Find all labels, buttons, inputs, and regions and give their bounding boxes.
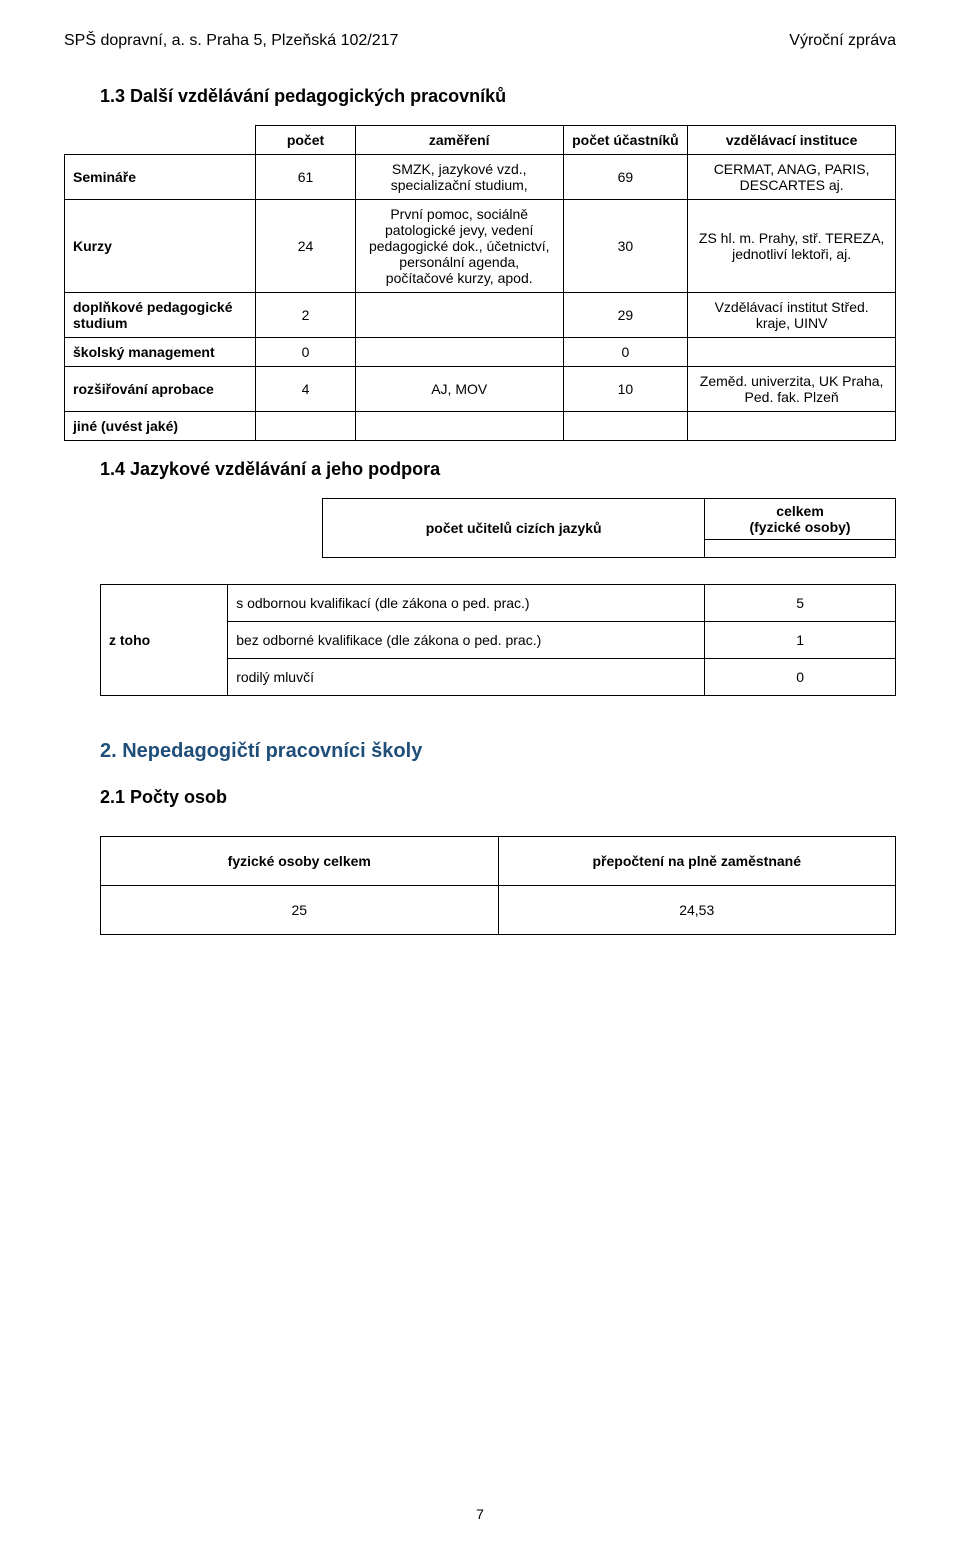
- row-label: doplňkové pedagogické studium: [65, 293, 256, 338]
- section-1-3-title: 1.3 Další vzdělávání pedagogických praco…: [100, 86, 896, 107]
- empty-cell: [65, 126, 256, 155]
- row-count: 0: [256, 338, 356, 367]
- row-participants: 0: [563, 338, 688, 367]
- qualification-text: bez odborné kvalifikace (dle zákona o pe…: [228, 622, 705, 659]
- col-header-participants: počet účastníků: [563, 126, 688, 155]
- row-institution: Vzdělávací institut Střed. kraje, UINV: [688, 293, 896, 338]
- table-row: 25 24,53: [101, 886, 896, 935]
- page: SPŠ dopravní, a. s. Praha 5, Plzeňská 10…: [0, 0, 960, 1546]
- ztoho-label: z toho: [101, 585, 228, 696]
- row-label: Semináře: [65, 155, 256, 200]
- table-1-3: počet zaměření počet účastníků vzdělávac…: [64, 125, 896, 441]
- col-persons-fte: přepočtení na plně zaměstnané: [498, 837, 896, 886]
- table-row: školský management 0 0: [65, 338, 896, 367]
- header-total-sub: (fyzické osoby): [749, 519, 850, 535]
- row-focus: SMZK, jazykové vzd., specializační studi…: [355, 155, 563, 200]
- val-persons-fte: 24,53: [498, 886, 896, 935]
- row-count: 61: [256, 155, 356, 200]
- val-persons-total: 25: [101, 886, 499, 935]
- table-row: jiné (uvést jaké): [65, 412, 896, 441]
- table-2-1: fyzické osoby celkem přepočtení na plně …: [100, 836, 896, 935]
- row-participants: 10: [563, 367, 688, 412]
- section-2-title: 2. Nepedagogičtí pracovníci školy: [100, 740, 896, 763]
- row-focus: AJ, MOV: [355, 367, 563, 412]
- table-row: fyzické osoby celkem přepočtení na plně …: [101, 837, 896, 886]
- table-row: doplňkové pedagogické studium 2 29 Vzděl…: [65, 293, 896, 338]
- col-persons-total: fyzické osoby celkem: [101, 837, 499, 886]
- qualification-text: rodilý mluvčí: [228, 659, 705, 696]
- col-header-focus: zaměření: [355, 126, 563, 155]
- row-participants: 30: [563, 200, 688, 293]
- row-focus: První pomoc, sociálně patologické jevy, …: [355, 200, 563, 293]
- empty-cell: [100, 540, 323, 558]
- row-focus: [355, 412, 563, 441]
- row-participants: [563, 412, 688, 441]
- row-count: 24: [256, 200, 356, 293]
- table-row: počet učitelů cizích jazyků celkem (fyzi…: [100, 499, 896, 540]
- table-row: rozšiřování aprobace 4 AJ, MOV 10 Zeměd.…: [65, 367, 896, 412]
- section-2-1-title: 2.1 Počty osob: [100, 787, 896, 808]
- header-total: celkem (fyzické osoby): [705, 499, 896, 540]
- row-institution: [688, 412, 896, 441]
- table-row: z toho s odbornou kvalifikací (dle zákon…: [101, 585, 896, 622]
- row-institution: CERMAT, ANAG, PARIS, DESCARTES aj.: [688, 155, 896, 200]
- row-label: školský management: [65, 338, 256, 367]
- qualification-val: 0: [705, 659, 896, 696]
- table-1-4-header: počet učitelů cizích jazyků celkem (fyzi…: [100, 498, 896, 558]
- header-teachers: počet učitelů cizích jazyků: [323, 499, 705, 558]
- empty-cell: [100, 499, 323, 540]
- row-institution: [688, 338, 896, 367]
- table-1-4-body: z toho s odbornou kvalifikací (dle zákon…: [100, 584, 896, 696]
- table-row: Semináře 61 SMZK, jazykové vzd., special…: [65, 155, 896, 200]
- row-label: jiné (uvést jaké): [65, 412, 256, 441]
- header-total-top: celkem: [776, 503, 823, 519]
- row-participants: 69: [563, 155, 688, 200]
- table-row: Kurzy 24 První pomoc, sociálně patologic…: [65, 200, 896, 293]
- header-left: SPŠ dopravní, a. s. Praha 5, Plzeňská 10…: [64, 32, 398, 50]
- table-row: počet zaměření počet účastníků vzdělávac…: [65, 126, 896, 155]
- col-header-count: počet: [256, 126, 356, 155]
- row-label: Kurzy: [65, 200, 256, 293]
- page-header: SPŠ dopravní, a. s. Praha 5, Plzeňská 10…: [64, 32, 896, 50]
- empty-cell: [705, 540, 896, 558]
- row-focus: [355, 293, 563, 338]
- row-institution: Zeměd. univerzita, UK Praha, Ped. fak. P…: [688, 367, 896, 412]
- row-count: 4: [256, 367, 356, 412]
- qualification-text: s odbornou kvalifikací (dle zákona o ped…: [228, 585, 705, 622]
- page-number: 7: [0, 1506, 960, 1522]
- row-count: [256, 412, 356, 441]
- qualification-val: 5: [705, 585, 896, 622]
- row-institution: ZS hl. m. Prahy, stř. TEREZA, jednotliví…: [688, 200, 896, 293]
- col-header-institution: vzdělávací instituce: [688, 126, 896, 155]
- qualification-val: 1: [705, 622, 896, 659]
- row-focus: [355, 338, 563, 367]
- row-count: 2: [256, 293, 356, 338]
- row-label: rozšiřování aprobace: [65, 367, 256, 412]
- row-participants: 29: [563, 293, 688, 338]
- header-right: Výroční zpráva: [789, 32, 896, 50]
- section-1-4-title: 1.4 Jazykové vzdělávání a jeho podpora: [100, 459, 896, 480]
